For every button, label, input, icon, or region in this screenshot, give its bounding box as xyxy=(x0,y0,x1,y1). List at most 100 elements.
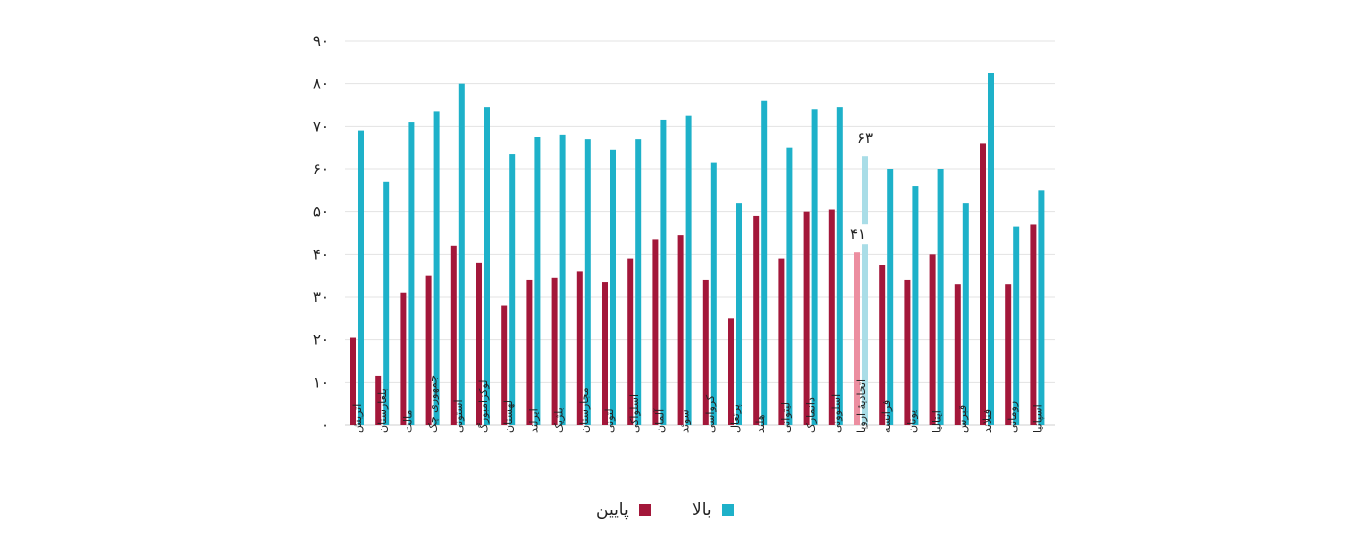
bar-low[interactable] xyxy=(627,258,634,425)
legend-item-high[interactable]: بالا xyxy=(692,500,734,520)
x-tick-label: فنلاند xyxy=(981,409,994,433)
bar-high[interactable] xyxy=(962,203,969,425)
bar-low[interactable] xyxy=(1005,284,1012,425)
bar-high[interactable] xyxy=(559,134,566,425)
x-tick-label: اسلوونی xyxy=(830,394,843,433)
bar-high[interactable] xyxy=(710,162,717,425)
x-tick-label: لهستان xyxy=(502,400,515,433)
bar-low[interactable] xyxy=(526,279,533,425)
bar-high[interactable] xyxy=(988,73,994,425)
x-tick-label: اتریش xyxy=(351,404,364,433)
bar-low[interactable] xyxy=(954,284,961,425)
bar-high[interactable] xyxy=(937,169,944,425)
bar-low[interactable] xyxy=(350,337,356,425)
bar-low[interactable] xyxy=(753,215,760,425)
bar-low[interactable] xyxy=(375,375,382,425)
bar-low[interactable] xyxy=(450,245,457,425)
x-tick-label: اسلواکی xyxy=(628,394,641,433)
x-tick-label: پرتغال xyxy=(729,404,742,433)
y-tick-label: ۱۰ xyxy=(313,373,329,391)
bar-low[interactable] xyxy=(828,209,835,425)
bar-low[interactable] xyxy=(929,254,936,425)
bar-high[interactable] xyxy=(736,203,742,425)
bar-low[interactable] xyxy=(677,235,684,425)
bar-low[interactable] xyxy=(501,305,508,425)
bar-high[interactable] xyxy=(1013,226,1020,425)
bar-high[interactable] xyxy=(534,137,541,425)
bar-high[interactable] xyxy=(408,122,415,426)
y-tick-label: ۰ xyxy=(321,416,329,434)
x-tick-label: لتونی xyxy=(603,408,616,433)
bar-high[interactable] xyxy=(484,107,490,425)
y-tick-label: ۶۰ xyxy=(313,160,329,178)
bar-high[interactable] xyxy=(458,83,465,426)
bar-high[interactable] xyxy=(836,107,843,425)
bar-low[interactable] xyxy=(728,318,734,425)
data-label: ۶۳ xyxy=(857,129,873,147)
bar-low[interactable] xyxy=(1030,224,1037,425)
x-tick-label: استونی xyxy=(452,399,465,433)
data-label: ۴۱ xyxy=(850,225,866,243)
bar-low[interactable] xyxy=(980,143,986,425)
x-tick-label: بلغارستان xyxy=(376,388,389,433)
bar-low[interactable] xyxy=(778,258,785,425)
y-tick-label: ۹۰ xyxy=(313,32,329,50)
bar-low[interactable] xyxy=(879,265,886,425)
bar-low[interactable] xyxy=(652,239,659,425)
x-tick-label: جمهوری چک xyxy=(427,375,440,433)
bar-high[interactable] xyxy=(509,154,516,426)
bar-low[interactable] xyxy=(551,277,558,425)
bar-high[interactable] xyxy=(358,130,364,425)
bar-low[interactable] xyxy=(576,271,583,425)
x-tick-label: مالت xyxy=(401,409,414,433)
x-tick-label: سوئد xyxy=(679,409,692,433)
x-tick-label: یونان xyxy=(905,410,918,433)
x-tick-label: مجارستان xyxy=(578,387,591,433)
y-tick-label: ۳۰ xyxy=(313,288,329,306)
x-tick-label: قبرس xyxy=(956,405,969,433)
x-tick-label: کرواسی xyxy=(704,394,717,433)
bar-high[interactable] xyxy=(862,156,868,425)
x-tick-label: هلند xyxy=(754,414,767,433)
data-label-bg xyxy=(846,224,870,245)
bar-high[interactable] xyxy=(433,111,440,426)
x-tick-label: آلمان xyxy=(652,408,666,433)
legend: پایین بالا xyxy=(0,500,1350,524)
bar-high[interactable] xyxy=(1038,190,1045,425)
bar-high[interactable] xyxy=(811,109,818,426)
bar-high[interactable] xyxy=(685,115,692,426)
bar-low[interactable] xyxy=(400,292,407,425)
x-tick-label: اسپانیا xyxy=(1031,404,1044,433)
y-tick-label: ۲۰ xyxy=(313,331,329,349)
bar-high[interactable] xyxy=(610,149,616,426)
bar-high[interactable] xyxy=(912,186,919,425)
x-tick-label: ایرلند xyxy=(527,408,540,433)
legend-swatch-high xyxy=(721,504,734,516)
bar-high[interactable] xyxy=(887,169,894,425)
legend-swatch-low xyxy=(638,504,651,516)
x-tick-label: لیتوانی xyxy=(779,402,792,433)
bar-low[interactable] xyxy=(602,282,608,425)
bar-low[interactable] xyxy=(702,279,709,425)
bar-low[interactable] xyxy=(854,252,860,425)
legend-label-high: بالا xyxy=(692,500,712,520)
x-tick-label: فرانسه xyxy=(880,400,893,433)
x-tick-label: بلژیک xyxy=(553,407,566,433)
bar-high[interactable] xyxy=(761,100,768,425)
x-tick-label: ایتالیا xyxy=(931,410,944,433)
bar-low[interactable] xyxy=(425,275,432,425)
bar-high[interactable] xyxy=(584,139,591,425)
x-tick-label: اتحادیهٔ اروپا xyxy=(855,379,868,433)
bar-high[interactable] xyxy=(786,147,793,425)
x-tick-label: دانمارک xyxy=(805,397,818,433)
bar-low[interactable] xyxy=(904,279,911,425)
y-tick-label: ۴۰ xyxy=(313,245,329,263)
bar-high[interactable] xyxy=(660,119,667,425)
y-tick-label: ۷۰ xyxy=(313,117,329,135)
bar-high[interactable] xyxy=(635,139,642,425)
bar-high[interactable] xyxy=(383,181,390,425)
bar-low[interactable] xyxy=(476,262,482,425)
legend-item-low[interactable]: پایین xyxy=(596,500,651,520)
bar-low[interactable] xyxy=(803,211,810,425)
